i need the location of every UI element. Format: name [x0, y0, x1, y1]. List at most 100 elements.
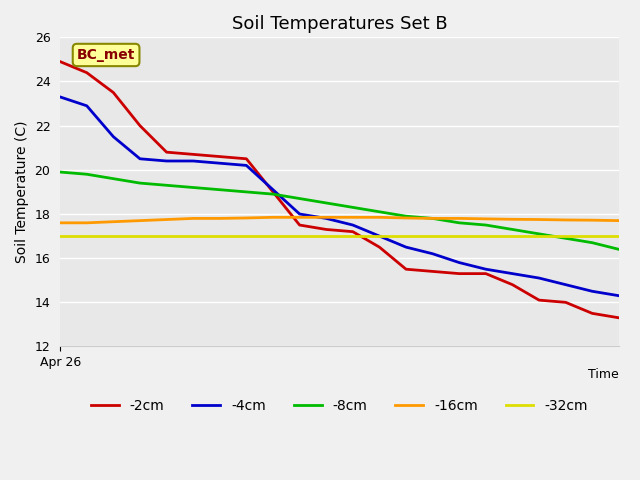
-8cm: [456, 220, 463, 226]
Title: Soil Temperatures Set B: Soil Temperatures Set B: [232, 15, 447, 33]
-2cm: [562, 300, 570, 305]
-16cm: [562, 217, 570, 223]
-8cm: [136, 180, 144, 186]
-2cm: [323, 227, 330, 232]
-32cm: [216, 233, 223, 239]
-16cm: [136, 218, 144, 224]
-32cm: [243, 233, 250, 239]
-8cm: [269, 191, 277, 197]
-4cm: [163, 158, 170, 164]
-16cm: [56, 220, 64, 226]
-16cm: [456, 216, 463, 221]
-8cm: [376, 209, 383, 215]
Line: -2cm: -2cm: [60, 61, 619, 318]
-8cm: [588, 240, 596, 246]
-2cm: [349, 229, 356, 235]
-8cm: [243, 189, 250, 195]
-2cm: [136, 123, 144, 129]
-32cm: [323, 233, 330, 239]
-2cm: [216, 154, 223, 159]
-2cm: [429, 268, 436, 274]
-8cm: [216, 187, 223, 192]
-8cm: [402, 213, 410, 219]
-8cm: [83, 171, 91, 177]
-16cm: [509, 216, 516, 222]
-4cm: [323, 216, 330, 221]
-32cm: [136, 233, 144, 239]
-4cm: [136, 156, 144, 162]
-4cm: [243, 163, 250, 168]
-32cm: [269, 233, 277, 239]
-16cm: [482, 216, 490, 222]
-2cm: [509, 282, 516, 288]
-16cm: [535, 216, 543, 222]
-4cm: [349, 222, 356, 228]
-4cm: [296, 211, 303, 217]
-32cm: [189, 233, 197, 239]
-16cm: [163, 216, 170, 222]
Y-axis label: Soil Temperature (C): Soil Temperature (C): [15, 120, 29, 263]
-2cm: [456, 271, 463, 276]
-2cm: [189, 152, 197, 157]
Line: -4cm: -4cm: [60, 97, 619, 296]
-16cm: [296, 215, 303, 220]
-4cm: [402, 244, 410, 250]
-32cm: [509, 233, 516, 239]
-32cm: [109, 233, 117, 239]
-2cm: [615, 315, 623, 321]
-2cm: [296, 222, 303, 228]
-16cm: [83, 220, 91, 226]
-32cm: [296, 233, 303, 239]
-2cm: [376, 244, 383, 250]
-8cm: [535, 231, 543, 237]
-16cm: [269, 215, 277, 220]
-32cm: [163, 233, 170, 239]
-2cm: [109, 90, 117, 96]
-8cm: [323, 200, 330, 206]
-4cm: [615, 293, 623, 299]
-32cm: [456, 233, 463, 239]
-16cm: [588, 217, 596, 223]
-32cm: [615, 233, 623, 239]
Line: -8cm: -8cm: [60, 172, 619, 249]
-16cm: [402, 215, 410, 221]
-4cm: [376, 233, 383, 239]
-4cm: [189, 158, 197, 164]
-16cm: [349, 215, 356, 220]
-8cm: [163, 182, 170, 188]
-32cm: [376, 233, 383, 239]
Legend: -2cm, -4cm, -8cm, -16cm, -32cm: -2cm, -4cm, -8cm, -16cm, -32cm: [85, 394, 594, 419]
-32cm: [562, 233, 570, 239]
-8cm: [109, 176, 117, 181]
-4cm: [83, 103, 91, 108]
Text: Time: Time: [588, 368, 619, 381]
-2cm: [402, 266, 410, 272]
-2cm: [482, 271, 490, 276]
-8cm: [429, 216, 436, 221]
-4cm: [429, 251, 436, 257]
-32cm: [588, 233, 596, 239]
-16cm: [429, 216, 436, 221]
-16cm: [615, 218, 623, 224]
-4cm: [588, 288, 596, 294]
-4cm: [509, 271, 516, 276]
-4cm: [216, 160, 223, 166]
Text: BC_met: BC_met: [77, 48, 135, 62]
-32cm: [402, 233, 410, 239]
-16cm: [323, 215, 330, 220]
-2cm: [83, 70, 91, 75]
-32cm: [56, 233, 64, 239]
-8cm: [615, 246, 623, 252]
-8cm: [189, 185, 197, 191]
-8cm: [482, 222, 490, 228]
-16cm: [189, 216, 197, 221]
-8cm: [296, 196, 303, 202]
-32cm: [482, 233, 490, 239]
-16cm: [216, 216, 223, 221]
-32cm: [535, 233, 543, 239]
-4cm: [456, 260, 463, 265]
-8cm: [509, 227, 516, 232]
-2cm: [56, 59, 64, 64]
Line: -16cm: -16cm: [60, 217, 619, 223]
-2cm: [269, 189, 277, 195]
